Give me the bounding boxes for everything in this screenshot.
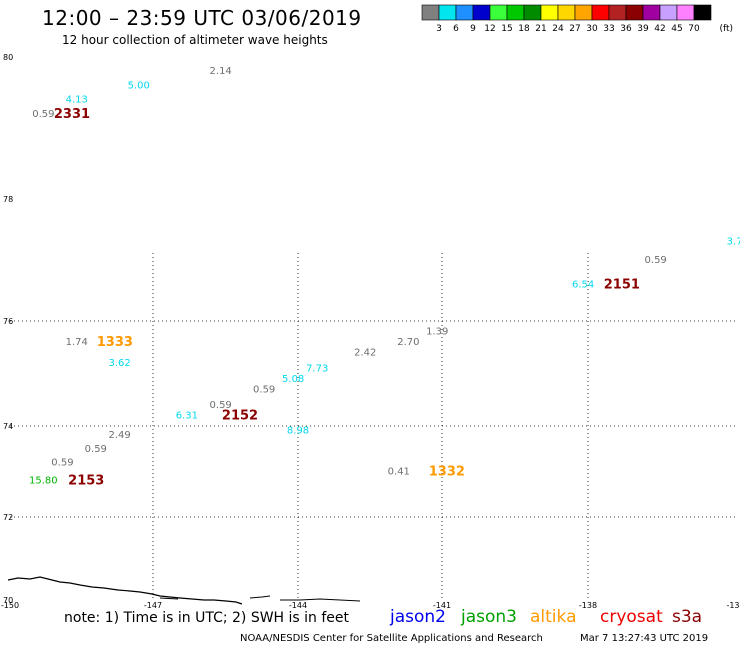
colorbar-swatch (557, 4, 576, 21)
page-title: 12:00 – 23:59 UTC 03/06/2019 (42, 6, 362, 30)
colorbar-tick-label: 33 (603, 24, 614, 34)
colorbar-swatch (676, 4, 695, 21)
longitude-tick-label: -150 (1, 601, 19, 610)
latitude-tick-label: 76 (3, 317, 13, 326)
colorbar-tick-label: 21 (535, 24, 546, 34)
wave-height-label: 6.54 (572, 279, 594, 290)
satellite-legend-jason3: jason3 (461, 607, 517, 627)
colorbar-swatch (489, 4, 508, 21)
colorbar-swatch (421, 4, 440, 21)
latitude-tick-label: 74 (3, 422, 13, 431)
satellite-legend-altika: altika (530, 607, 577, 627)
colorbar-legend: 3 6 9 12 15 18 21 24 27 30 33 36 39 42 45 70 (ft) (421, 4, 733, 34)
longitude-tick-label: -141 (433, 601, 451, 610)
satellite-legend-s3a: s3a (672, 607, 703, 627)
longitude-tick-label: -147 (144, 601, 162, 610)
longitude-tick-label: -13 (726, 601, 739, 610)
colorbar-swatch (523, 4, 542, 21)
wave-height-label: 5.00 (128, 80, 150, 91)
wave-height-label: 4.13 (66, 95, 88, 106)
wave-height-label: 0.59 (210, 400, 232, 411)
wave-height-label: 6.31 (176, 411, 198, 422)
colorbar-tick-label: 3 (436, 24, 442, 34)
colorbar-tick-label: 27 (569, 24, 580, 34)
wave-height-label: 1.74 (66, 337, 88, 348)
latitude-tick-label: 80 (3, 53, 13, 62)
wave-height-labels: 0.59 4.13 5.00 2.14 3.73 0.59 6.54 1.39 2.70 2.42… (29, 66, 740, 488)
colorbar-swatch (625, 4, 644, 21)
colorbar-tick-label: 15 (501, 24, 512, 34)
colorbar-tick-label: 9 (470, 24, 476, 34)
latitude-tick-label: 78 (3, 195, 13, 204)
footer-timestamp: Mar 7 13:27:43 UTC 2019 (580, 633, 709, 644)
colorbar-tick-label: 18 (518, 24, 530, 34)
wave-height-label: 2.42 (354, 348, 376, 359)
colorbar-tick-label: 36 (620, 24, 632, 34)
colorbar-swatch (455, 4, 474, 21)
map-grid (10, 253, 735, 600)
colorbar-tick-label: 45 (671, 24, 682, 34)
latitude-tick-label: 70 (3, 596, 13, 605)
colorbar-swatch (591, 4, 610, 21)
wave-height-label: 2.49 (109, 430, 131, 441)
satellite-legend-cryosat: cryosat (600, 607, 663, 627)
wave-height-label: 3.62 (109, 358, 131, 369)
colorbar-swatch (574, 4, 593, 21)
pass-time-label: 1333 (97, 335, 133, 350)
colorbar-tick-label: 39 (637, 24, 649, 34)
wave-height-label: 3.73 (727, 237, 740, 248)
colorbar-swatch (506, 4, 525, 21)
map-axes: 80 78 76 74 72 70-150 -147 -144 -141 -138 -13 (1, 53, 740, 610)
colorbar-swatch (472, 4, 491, 21)
wave-height-label: 2.14 (210, 66, 232, 77)
page-subtitle: 12 hour collection of altimeter wave hei… (62, 33, 328, 47)
colorbar-swatch (693, 4, 712, 21)
colorbar-swatch (608, 4, 627, 21)
coastline (7, 576, 361, 605)
wave-height-label: 8.98 (287, 426, 309, 437)
colorbar-tick-label: 70 (688, 24, 700, 34)
colorbar-swatch (438, 4, 457, 21)
longitude-tick-label: -138 (579, 601, 597, 610)
colorbar-tick-label: 6 (453, 24, 459, 34)
colorbar-tick-label: 30 (586, 24, 598, 34)
footer-credit: NOAA/NESDIS Center for Satellite Applica… (240, 633, 543, 644)
wave-height-label: 0.59 (32, 109, 54, 120)
wave-height-label: 15.80 (29, 476, 58, 487)
satellite-legend-jason2: jason2 (390, 607, 446, 627)
wave-height-label: 0.59 (51, 457, 73, 468)
colorbar-unit-label: (ft) (719, 24, 733, 34)
colorbar-swatch (540, 4, 559, 21)
units-note: note: 1) Time is in UTC; 2) SWH is in fe… (64, 610, 350, 626)
wave-height-label: 2.70 (397, 337, 419, 348)
pass-time-label: 2152 (222, 409, 258, 424)
pass-time-label: 2331 (54, 107, 90, 122)
colorbar-tick-label: 12 (484, 24, 495, 34)
wave-height-label: 7.73 (306, 363, 328, 374)
pass-time-label: 2153 (68, 474, 104, 489)
pass-time-label: 2151 (604, 277, 640, 292)
wave-height-label: 1.39 (426, 327, 448, 338)
pass-time-label: 1332 (429, 465, 465, 480)
latitude-tick-label: 72 (3, 513, 13, 522)
wave-height-label: 5.08 (282, 374, 304, 385)
colorbar-swatch (659, 4, 678, 21)
colorbar-tick-label: 24 (552, 24, 564, 34)
wave-height-label: 0.59 (645, 255, 667, 266)
wave-height-label: 0.41 (388, 467, 410, 478)
longitude-tick-label: -144 (289, 601, 307, 610)
wave-height-label: 0.59 (85, 444, 107, 455)
colorbar-swatch (642, 4, 661, 21)
wave-height-label: 0.59 (253, 384, 275, 395)
colorbar-tick-label: 42 (654, 24, 665, 34)
